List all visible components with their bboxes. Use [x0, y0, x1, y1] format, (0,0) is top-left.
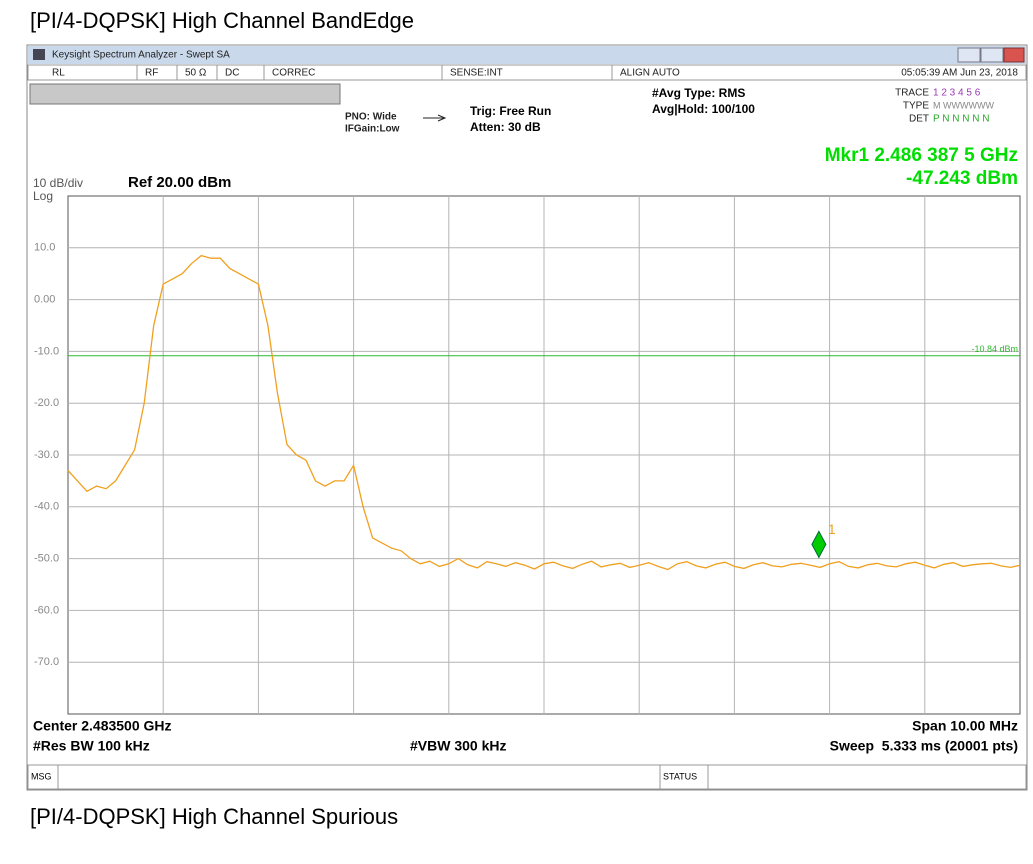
limit-label: -10.84 dBm — [971, 344, 1018, 354]
avg-type: #Avg Type: RMS — [652, 86, 745, 100]
y-tick-label: -20.0 — [34, 397, 59, 409]
status: STATUS — [663, 771, 697, 781]
close-button[interactable] — [1003, 47, 1025, 63]
y-tick-label: -60.0 — [34, 604, 59, 616]
y-tick-label: -40.0 — [34, 501, 59, 513]
status-row — [27, 64, 1027, 81]
ref-level: Ref 20.00 dBm — [128, 174, 231, 191]
trig: Trig: Free Run — [470, 104, 551, 118]
det-value: P N N N N N — [933, 114, 990, 125]
page-caption: [PI/4-DQPSK] High Channel Spurious — [30, 804, 398, 829]
minimize-button[interactable] — [957, 47, 981, 63]
sweep: Sweep 5.333 ms (20001 pts) — [830, 738, 1018, 754]
trace-label: TRACE — [895, 88, 929, 99]
status-bar — [27, 764, 1027, 790]
center: Center 2.483500 GHz — [33, 718, 172, 734]
det-label: DET — [909, 114, 929, 125]
type-value: M WWWWWW — [933, 100, 994, 110]
span: Span 10.00 MHz — [912, 718, 1018, 734]
y-tick-label: -10.0 — [34, 345, 59, 357]
maximize-button[interactable] — [980, 47, 1004, 63]
datetime: 05:05:39 AM Jun 23, 2018 — [901, 68, 1018, 79]
trace-value: 1 2 3 4 5 6 — [933, 88, 981, 99]
scale-type: Log — [33, 189, 53, 203]
status-field: DC — [225, 68, 239, 79]
rbw: #Res BW 100 kHz — [33, 738, 150, 754]
trace — [67, 254, 1021, 571]
status-field: 50 Ω — [185, 68, 207, 79]
ifgain: IFGain:Low — [345, 124, 400, 135]
marker-freq: Mkr1 2.486 387 5 GHz — [825, 145, 1018, 166]
page-title: [PI/4-DQPSK] High Channel BandEdge — [30, 8, 414, 33]
status-field: CORREC — [272, 68, 315, 79]
marker-label: 1 — [828, 521, 836, 537]
y-tick-label: 10.0 — [34, 242, 55, 254]
status-field: ALIGN AUTO — [620, 68, 680, 79]
marker — [811, 530, 827, 559]
window-titlebar — [28, 46, 1026, 64]
window-title: Keysight Spectrum Analyzer - Swept SA — [52, 50, 230, 61]
type-label: TYPE — [903, 101, 929, 112]
atten: Atten: 30 dB — [470, 120, 541, 134]
y-tick-label: -30.0 — [34, 449, 59, 461]
app-icon — [33, 49, 45, 60]
status-field: RF — [145, 68, 158, 79]
y-tick-label: -70.0 — [34, 656, 59, 668]
marker-level: -47.243 dBm — [906, 168, 1018, 189]
vbw: #VBW 300 kHz — [410, 738, 506, 754]
msg: MSG — [31, 771, 52, 781]
status-field: SENSE:INT — [450, 68, 503, 79]
trig-arrow — [423, 114, 447, 122]
avg-hold: Avg|Hold: 100/100 — [652, 102, 755, 116]
y-tick-label: 0.00 — [34, 294, 55, 306]
message-bar — [29, 83, 341, 105]
status-field: RL — [52, 68, 65, 79]
scale: 10 dB/div — [33, 176, 83, 190]
pno: PNO: Wide — [345, 112, 397, 123]
y-tick-label: -50.0 — [34, 553, 59, 565]
